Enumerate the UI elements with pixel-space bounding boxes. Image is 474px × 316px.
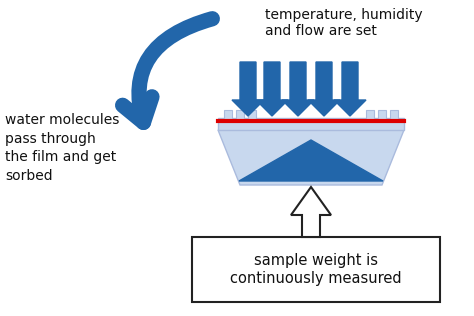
Bar	[218, 118, 404, 130]
Polygon shape	[256, 62, 288, 116]
Bar	[224, 110, 232, 119]
Bar	[378, 110, 386, 119]
Text: water molecules
pass through
the film and get
sorbed: water molecules pass through the film an…	[5, 113, 119, 183]
Bar	[366, 110, 374, 119]
Polygon shape	[282, 62, 314, 116]
FancyArrowPatch shape	[123, 19, 212, 122]
Polygon shape	[218, 130, 404, 185]
Polygon shape	[239, 140, 383, 181]
Polygon shape	[334, 62, 366, 116]
Polygon shape	[232, 62, 264, 116]
Bar	[248, 110, 256, 119]
Polygon shape	[291, 187, 331, 237]
Bar	[236, 110, 244, 119]
Bar	[192, 237, 440, 302]
Text: sample weight is
continuously measured: sample weight is continuously measured	[230, 253, 402, 286]
Bar	[390, 110, 398, 119]
Polygon shape	[308, 62, 340, 116]
Text: temperature, humidity
and flow are set: temperature, humidity and flow are set	[265, 8, 423, 38]
